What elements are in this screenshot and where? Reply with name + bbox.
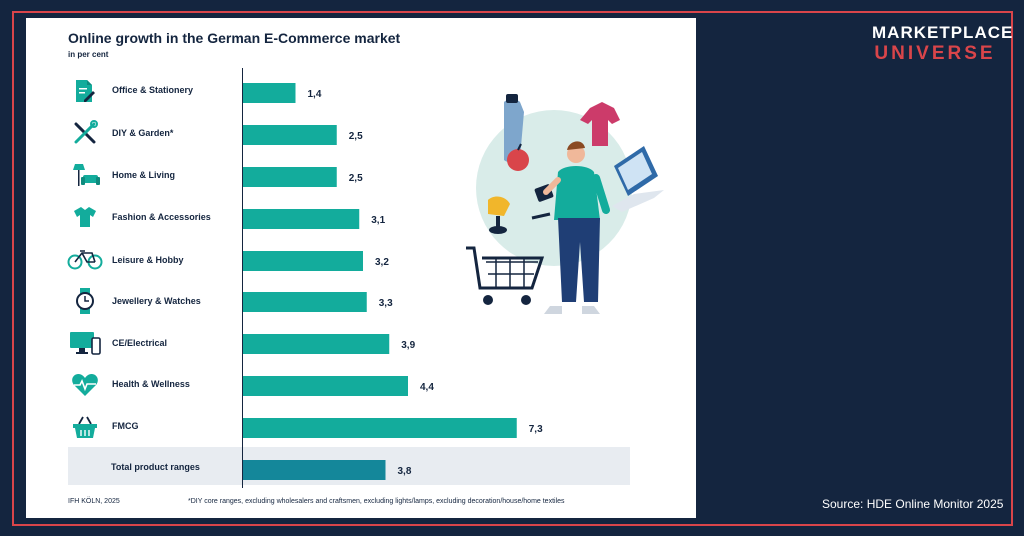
bar-value-label: 3,8: [398, 466, 412, 477]
bar: [243, 251, 363, 271]
sofa-lamp-icon: [66, 160, 104, 190]
axis-line: [242, 68, 243, 488]
shopper-illustration: [466, 94, 664, 314]
chart-title: Online growth in the German E-Commerce m…: [68, 30, 401, 46]
tools-icon: [66, 118, 104, 148]
bar-value-label: 3,2: [375, 257, 389, 268]
category-label: Office & Stationery: [112, 85, 194, 95]
bar: [243, 292, 367, 312]
tshirt-icon: [66, 202, 104, 232]
bar-value-label: 3,3: [379, 298, 393, 309]
chart-card: Online growth in the German E-Commerce m…: [26, 18, 696, 518]
category-label: Health & Wellness: [112, 379, 190, 389]
total-bar: [243, 460, 386, 480]
monitor-phone-icon: [66, 328, 104, 358]
category-label: CE/Electrical: [112, 338, 168, 348]
bar-value-label: 4,4: [420, 382, 434, 393]
category-label: Leisure & Hobby: [112, 255, 184, 265]
category-label: FMCG: [112, 421, 139, 431]
category-label: Jewellery & Watches: [112, 296, 201, 306]
bar: [243, 83, 296, 103]
document-pen-icon: [66, 76, 104, 106]
bar: [243, 376, 408, 396]
bar-chart: 1,4 2,5 2,5 3,1 3,2 3,3 3,9 4,4 7,3 3,8: [243, 83, 543, 480]
source-credit: Source: HDE Online Monitor 2025: [822, 497, 1004, 511]
category-label: Home & Living: [112, 170, 176, 180]
category-label: Fashion & Accessories: [112, 212, 211, 222]
category-label: DIY & Garden*: [112, 128, 174, 138]
chart-footnote: *DIY core ranges, excluding wholesalers …: [188, 498, 565, 505]
outer-frame: [12, 11, 1013, 526]
heart-pulse-icon: [66, 370, 104, 400]
total-label: Total product ranges: [111, 462, 200, 472]
brand-line-2: UNIVERSE: [874, 43, 996, 64]
watch-icon: [66, 286, 104, 316]
bar-value-label: 3,9: [401, 340, 415, 351]
bicycle-icon: [66, 244, 104, 274]
bar-value-label: 2,5: [349, 173, 363, 184]
bar-value-label: 3,1: [371, 215, 385, 226]
bar: [243, 209, 360, 229]
bar: [243, 167, 337, 187]
bar: [243, 125, 337, 145]
bar-value-label: 1,4: [308, 89, 322, 100]
bar-value-label: 2,5: [349, 131, 363, 142]
brand-logo: MARKETPLACE UNIVERSE: [872, 22, 1014, 65]
bar-value-label: 7,3: [529, 424, 543, 435]
bar: [243, 334, 390, 354]
basket-icon: [66, 412, 104, 442]
bar: [243, 418, 517, 438]
brand-line-1: MARKETPLACE: [872, 23, 1014, 42]
chart-subtitle: in per cent: [68, 50, 109, 59]
chart-source: IFH KÖLN, 2025: [68, 498, 120, 505]
